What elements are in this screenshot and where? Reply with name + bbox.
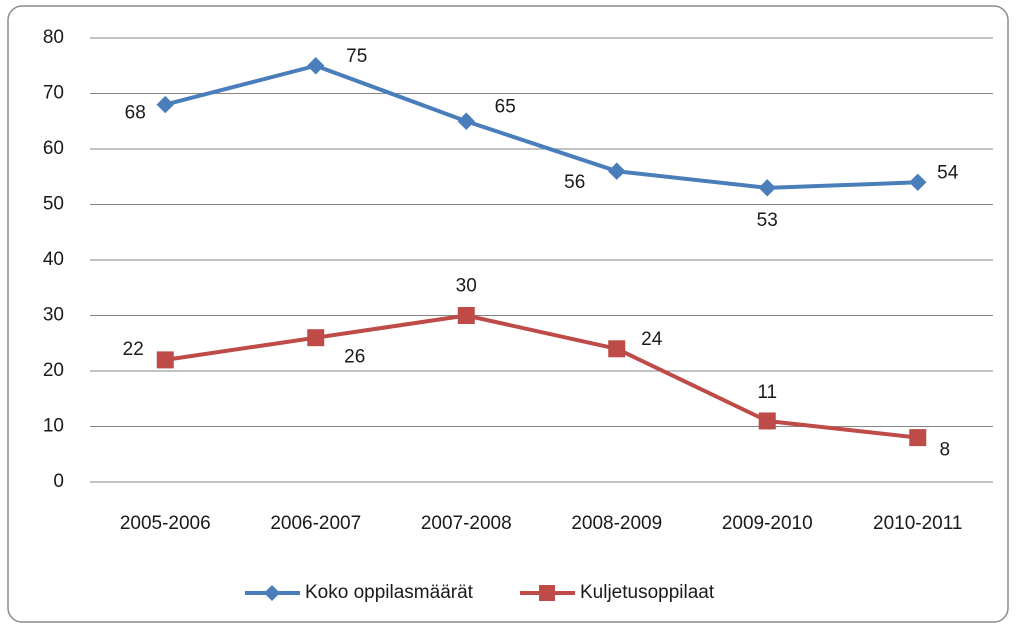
marker [457,307,475,324]
x-tick-label: 2010-2011 [873,513,962,534]
marker [156,95,174,114]
marker [608,162,626,180]
x-tick-label: 2008-2009 [571,513,662,534]
data-label: 53 [757,210,778,231]
y-tick-label: 0 [53,471,64,492]
y-tick-label: 70 [43,83,64,104]
y-tick-label: 40 [43,249,64,270]
y-tick-label: 10 [43,416,64,437]
y-tick-label: 60 [43,138,64,159]
data-label: 11 [757,382,777,403]
y-tick-label: 80 [43,27,64,48]
x-tick-label: 2007-2008 [421,513,512,534]
series-line [164,313,918,440]
data-label: 65 [495,96,516,117]
marker [608,340,626,358]
marker [909,173,927,192]
data-label: 8 [939,440,950,461]
marker [758,179,776,197]
marker [909,429,927,447]
data-label: 56 [564,172,585,193]
marker [457,112,475,130]
data-label: 54 [937,162,959,183]
data-label: 30 [456,276,477,297]
y-tick-label: 50 [43,194,64,215]
data-label: 68 [125,103,146,124]
series-line [164,63,918,190]
marker [307,329,325,347]
data-label: 22 [123,339,144,360]
x-tick-label: 2009-2010 [722,513,813,534]
marker [156,351,174,369]
data-label: 26 [344,347,365,368]
x-tick-label: 2006-2007 [270,513,361,534]
legend-marker [264,585,280,601]
legend-label: Kuljetusoppilaat [580,582,715,603]
y-tick-label: 30 [43,305,64,326]
legend-marker [539,585,555,601]
data-label: 24 [641,329,663,350]
marker [758,412,776,430]
legend-label: Koko oppilasmäärät [305,582,474,603]
marker [307,57,325,75]
x-tick-label: 2005-2006 [120,513,211,534]
chart-frame [7,5,1009,623]
data-label: 75 [346,46,367,67]
y-tick-label: 20 [43,360,64,381]
